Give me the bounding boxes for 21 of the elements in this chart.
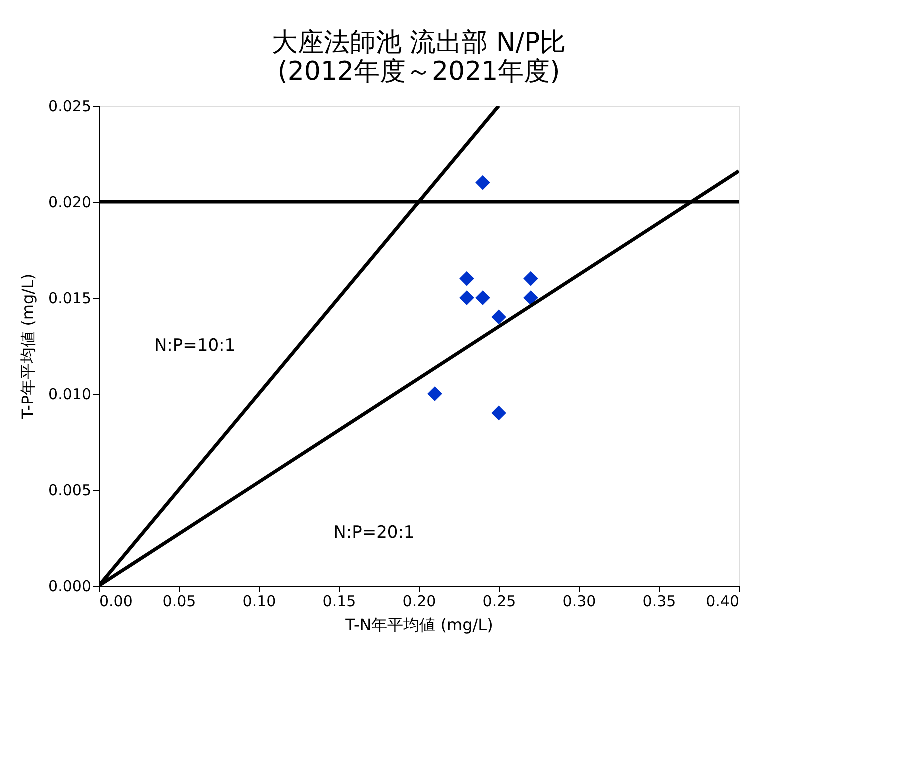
y-axis-title: T-P年平均値 (mg/L): [18, 274, 38, 420]
x-tick-label: 0.15: [322, 592, 356, 610]
y-tick-label: 0.025: [48, 98, 92, 116]
x-tick-label: 0.10: [242, 592, 276, 610]
y-tick-label: 0.000: [48, 578, 92, 596]
x-tick-label: 0.00: [100, 592, 133, 610]
x-tick-label: 0.05: [162, 592, 196, 610]
annotation: N:P=10:1: [154, 336, 236, 356]
y-tick-label: 0.005: [48, 482, 92, 500]
annotation: N:P=20:1: [334, 523, 415, 544]
y-tick-label: 0.020: [48, 194, 92, 212]
x-tick-label: 0.40: [706, 592, 740, 610]
x-tick-label: 0.20: [402, 592, 436, 610]
x-tick-label: 0.25: [482, 592, 516, 610]
x-tick-label: 0.30: [562, 592, 596, 610]
y-tick-label: 0.015: [48, 290, 92, 308]
chart-subtitle: (2012年度～2021年度): [278, 57, 560, 87]
x-tick-label: 0.35: [642, 592, 676, 610]
x-axis-title: T-N年平均値 (mg/L): [344, 616, 494, 634]
y-tick-label: 0.010: [48, 386, 92, 404]
chart-title: 大座法師池 流出部 N/P比: [272, 28, 566, 58]
